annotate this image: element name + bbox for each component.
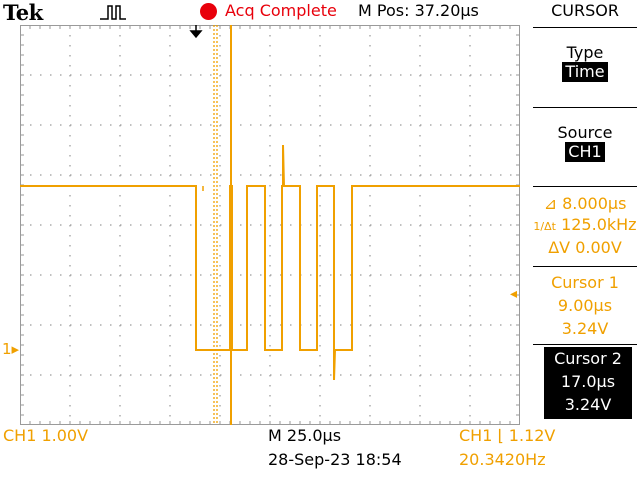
menu-separator (533, 27, 637, 28)
cursor-1-menu-button[interactable]: Cursor 1 9.00µs 3.24V (533, 271, 637, 340)
cursor-2-label: Cursor 2 (554, 349, 622, 368)
ch1-ground-marker: 1▸ (2, 340, 20, 358)
type-menu-button[interactable]: Type Time (533, 43, 637, 82)
menu-separator (533, 107, 637, 108)
acq-status-dot (200, 3, 217, 20)
trigger-frequency-readout: 20.3420Hz (459, 450, 546, 469)
one-over-delta-t-icon: 1/Δt (533, 220, 556, 233)
menu-separator (533, 344, 637, 345)
trigger-position-marker (189, 25, 203, 39)
type-label: Type (566, 43, 604, 62)
ch1-trace (20, 144, 520, 381)
cursor-1-volt: 3.24V (561, 319, 609, 338)
timebase-readout: M 25.0µs (268, 426, 342, 445)
trigger-level-marker: ◂ (510, 286, 518, 302)
delta-f-readout: 1/Δt 125.0kHz (533, 215, 637, 234)
ch1-scale-readout: CH1 1.00V (3, 426, 89, 445)
menu-title: CURSOR (551, 1, 619, 20)
source-menu-button[interactable]: Source CH1 (533, 123, 637, 162)
delta-t-readout: ⊿ 8.000µs (543, 194, 627, 213)
pulse-icon (98, 2, 128, 26)
source-label: Source (557, 123, 613, 142)
menu-separator (533, 266, 637, 267)
horizontal-position: M Pos: 37.20µs (358, 1, 479, 20)
acq-status-text: Acq Complete (225, 1, 337, 20)
cursor-1-label: Cursor 1 (551, 273, 619, 292)
date-time-readout: 28-Sep-23 18:54 (268, 450, 402, 469)
delta-t-icon: ⊿ (543, 194, 557, 213)
delta-v-readout: ΔV 0.00V (548, 238, 622, 257)
menu-separator (533, 186, 637, 187)
cursor-2-time: 17.0µs (560, 372, 616, 391)
cursor-2-volt: 3.24V (564, 395, 612, 414)
cursor-1-time: 9.00µs (557, 296, 613, 315)
cursor-readouts: ⊿ 8.000µs 1/Δt 125.0kHz ΔV 0.00V (533, 193, 637, 258)
brand-logo: Tek (3, 0, 43, 25)
waveform-display (20, 25, 520, 425)
trigger-level-readout: CH1 ⌊ 1.12V (459, 426, 556, 445)
type-value: Time (562, 62, 608, 82)
cursor-2-menu-button[interactable]: Cursor 2 17.0µs 3.24V (544, 347, 632, 419)
source-value: CH1 (565, 142, 605, 162)
graticule-grid (20, 25, 520, 425)
